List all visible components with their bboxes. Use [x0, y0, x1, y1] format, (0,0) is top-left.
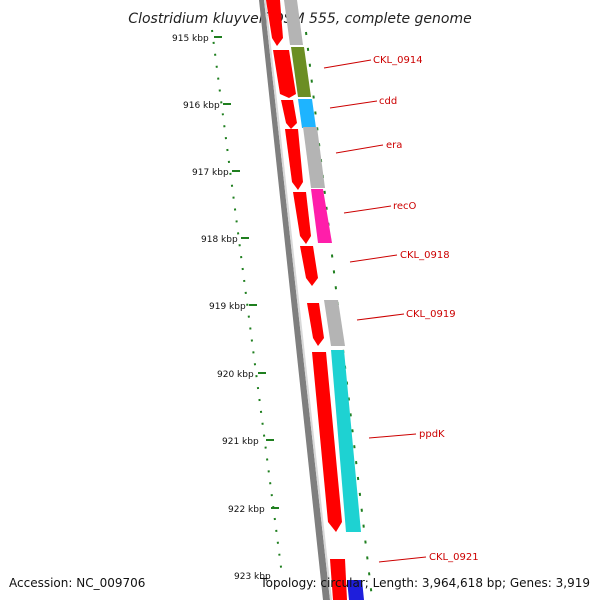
cds-arrow [312, 352, 342, 532]
scale-label: 923 kbp [234, 572, 271, 582]
leader-line [343, 205, 392, 214]
feature-sky [298, 99, 316, 128]
scale-label: 917 kbp [192, 168, 229, 178]
leader-line [356, 313, 405, 321]
feature-gray [303, 127, 325, 188]
gene-leader-lines [323, 59, 427, 563]
backbone [259, 0, 332, 600]
gene-label: CKL_0914 [373, 55, 423, 66]
cds-arrow [266, 0, 283, 46]
gene-label: ppdK [419, 429, 445, 440]
scale-label: 915 kbp [172, 34, 209, 44]
feature-olive [291, 47, 311, 97]
scale-label: 922 kbp [228, 505, 265, 515]
cds-arrow [281, 100, 297, 129]
gene-labels: CKL_0914 cdd era recO CKL_0918 CKL_0919 … [373, 55, 479, 563]
scale-label: 916 kbp [183, 101, 220, 111]
genome-summary-text: Topology: circular; Length: 3,964,618 bp… [259, 576, 590, 590]
leader-line [368, 433, 417, 439]
gene-label: era [386, 140, 402, 151]
leader-line [329, 100, 378, 109]
feature-cyan [331, 350, 361, 532]
map-title: Clostridium kluyveri DSM 555, complete g… [128, 11, 471, 27]
accession-text: Accession: NC_009706 [9, 576, 145, 590]
cds-arrow [285, 129, 303, 190]
leader-line [335, 144, 384, 154]
cds-arrow [293, 192, 311, 244]
gene-label: CKL_0921 [429, 552, 479, 563]
leader-line [323, 59, 372, 69]
scale-dotted-line [211, 29, 283, 576]
cds-arrow [330, 559, 347, 600]
scale-label: 918 kbp [201, 235, 238, 245]
backbone-highlight [264, 0, 332, 600]
feature-gray [284, 0, 303, 45]
cds-arrow [307, 303, 324, 346]
feature-blue [347, 580, 364, 600]
leader-line [378, 556, 427, 563]
scale-label: 919 kbp [209, 302, 246, 312]
cds-arrow [300, 246, 318, 286]
leader-line [349, 254, 398, 263]
feature-magenta [311, 189, 332, 243]
scale-labels: 915 kbp 916 kbp 917 kbp 918 kbp 919 kbp … [172, 34, 271, 582]
gene-features [266, 0, 364, 600]
gene-label: CKL_0918 [400, 250, 450, 261]
gene-label: recO [393, 201, 417, 212]
backbone-line [259, 0, 330, 600]
scale-label: 921 kbp [222, 437, 259, 447]
gene-label: CKL_0919 [406, 309, 456, 320]
cds-arrow [273, 50, 296, 98]
feature-gray [324, 300, 345, 346]
scale-label: 920 kbp [217, 370, 254, 380]
gene-label: cdd [379, 96, 397, 107]
scale-ticks [214, 36, 279, 509]
